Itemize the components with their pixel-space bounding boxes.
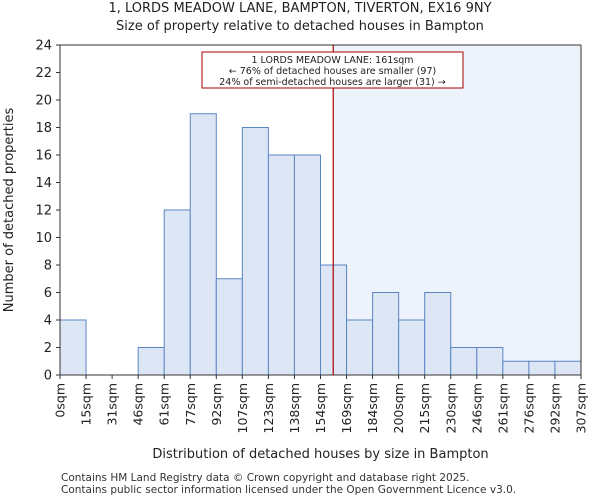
histogram-bar <box>163 209 191 376</box>
x-tick-label: 138sqm <box>287 383 302 433</box>
histogram-bar <box>293 154 322 376</box>
x-axis-title: Distribution of detached houses by size … <box>152 447 488 462</box>
y-tick-label: 6 <box>44 286 52 301</box>
x-tick-label: 261sqm <box>495 383 510 433</box>
x-tick-label: 215sqm <box>417 383 432 433</box>
histogram-bar <box>398 319 426 376</box>
x-tick-label: 169sqm <box>339 383 354 433</box>
chart-title-address: 1, LORDS MEADOW LANE, BAMPTON, TIVERTON,… <box>108 1 492 16</box>
y-tick-label: 0 <box>44 369 52 384</box>
histogram-bar <box>241 127 269 376</box>
y-tick-label: 20 <box>35 94 52 109</box>
chart-subtitle: Size of property relative to detached ho… <box>116 19 484 34</box>
x-tick-label: 184sqm <box>365 383 380 433</box>
x-tick-label: 200sqm <box>391 383 406 433</box>
annotation-line-3: 24% of semi-detached houses are larger (… <box>219 77 446 88</box>
y-tick-label: 4 <box>44 314 52 329</box>
y-tick-label: 24 <box>35 39 52 54</box>
annotation-line-2: ← 76% of detached houses are smaller (97… <box>229 66 436 77</box>
y-tick-label: 14 <box>35 176 52 191</box>
footer-land-registry: Contains HM Land Registry data © Crown c… <box>61 472 470 484</box>
x-tick-label: 107sqm <box>235 383 250 433</box>
x-tick-label: 292sqm <box>547 383 562 433</box>
histogram-bar <box>476 347 504 376</box>
x-tick-label: 230sqm <box>443 383 458 433</box>
histogram-bar <box>554 360 582 376</box>
histogram-bar <box>137 347 165 376</box>
y-tick-label: 8 <box>44 259 52 274</box>
x-tick-label: 61sqm <box>157 383 172 426</box>
y-tick-label: 2 <box>44 341 52 356</box>
x-tick-label: 46sqm <box>131 383 146 426</box>
x-tick-label: 246sqm <box>469 383 484 433</box>
histogram-bar <box>372 292 400 376</box>
histogram-bar <box>346 319 374 376</box>
y-tick-label: 18 <box>35 121 52 136</box>
histogram-bar <box>267 154 295 376</box>
x-tick-label: 154sqm <box>313 383 328 433</box>
histogram-bar <box>215 278 243 376</box>
x-tick-label: 92sqm <box>209 383 224 426</box>
x-tick-label: 77sqm <box>183 383 198 426</box>
footer-licence: Contains public sector information licen… <box>61 484 517 496</box>
y-tick-label: 22 <box>35 66 52 81</box>
x-tick-label: 307sqm <box>574 383 589 433</box>
y-tick-label: 16 <box>35 149 52 164</box>
annotation-box <box>201 51 464 89</box>
x-tick-label: 15sqm <box>79 383 94 426</box>
y-tick-label: 12 <box>35 204 52 219</box>
y-tick-label: 10 <box>35 231 52 246</box>
histogram-bar <box>189 113 217 376</box>
x-tick-label: 31sqm <box>105 383 120 426</box>
histogram-bar <box>528 360 556 376</box>
x-tick-label: 0sqm <box>53 383 68 418</box>
histogram-bar <box>502 360 530 376</box>
x-tick-label: 276sqm <box>521 383 536 433</box>
x-tick-label: 123sqm <box>261 383 276 433</box>
annotation-line-1: 1 LORDS MEADOW LANE: 161sqm <box>251 55 413 66</box>
histogram-bar <box>424 292 452 376</box>
y-axis-title: Number of detached properties <box>2 108 17 313</box>
histogram-bar <box>59 319 87 376</box>
histogram-bar <box>450 347 478 376</box>
